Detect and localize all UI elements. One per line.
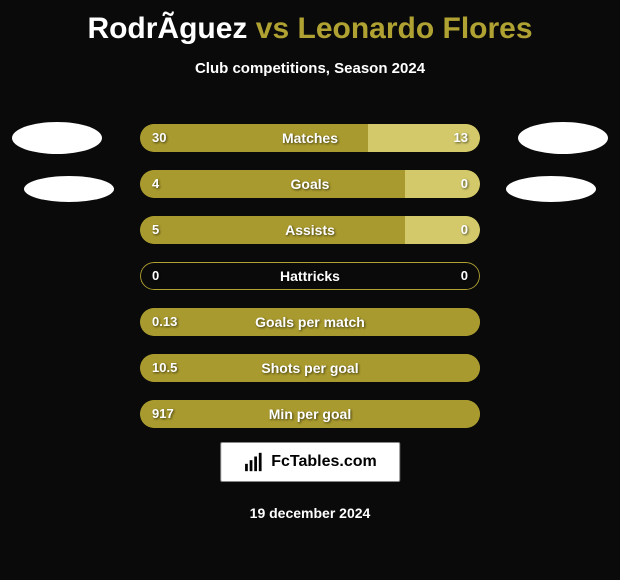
- stat-row: 10.5Shots per goal: [140, 354, 480, 382]
- stat-row: 50Assists: [140, 216, 480, 244]
- branding-text: FcTables.com: [271, 453, 377, 471]
- stat-label: Goals per match: [140, 308, 480, 336]
- stat-label: Matches: [140, 124, 480, 152]
- stat-label: Hattricks: [140, 262, 480, 290]
- player2-name: Leonardo Flores: [298, 12, 533, 45]
- date-text: 19 december 2024: [0, 505, 620, 521]
- stat-label: Shots per goal: [140, 354, 480, 382]
- stat-row: 00Hattricks: [140, 262, 480, 290]
- chart-icon: [243, 451, 265, 473]
- stat-row: 917Min per goal: [140, 400, 480, 428]
- comparison-bars: 3013Matches 40Goals 50Assists 00Hattricks 0.…: [140, 124, 480, 446]
- club-logo-right-1: [518, 122, 608, 154]
- stat-label: Assists: [140, 216, 480, 244]
- player1-name: RodrÃ­guez: [87, 12, 247, 45]
- stat-row: 0.13Goals per match: [140, 308, 480, 336]
- branding-badge: FcTables.com: [220, 442, 400, 482]
- club-logo-right-2: [506, 176, 596, 202]
- page-title: RodrÃ­guez vs Leonardo Flores: [0, 0, 620, 46]
- club-logo-left-1: [12, 122, 102, 154]
- subtitle: Club competitions, Season 2024: [0, 60, 620, 77]
- stat-label: Min per goal: [140, 400, 480, 428]
- club-logo-left-2: [24, 176, 114, 202]
- stat-label: Goals: [140, 170, 480, 198]
- stat-row: 3013Matches: [140, 124, 480, 152]
- stat-row: 40Goals: [140, 170, 480, 198]
- vs-text: vs: [256, 12, 289, 45]
